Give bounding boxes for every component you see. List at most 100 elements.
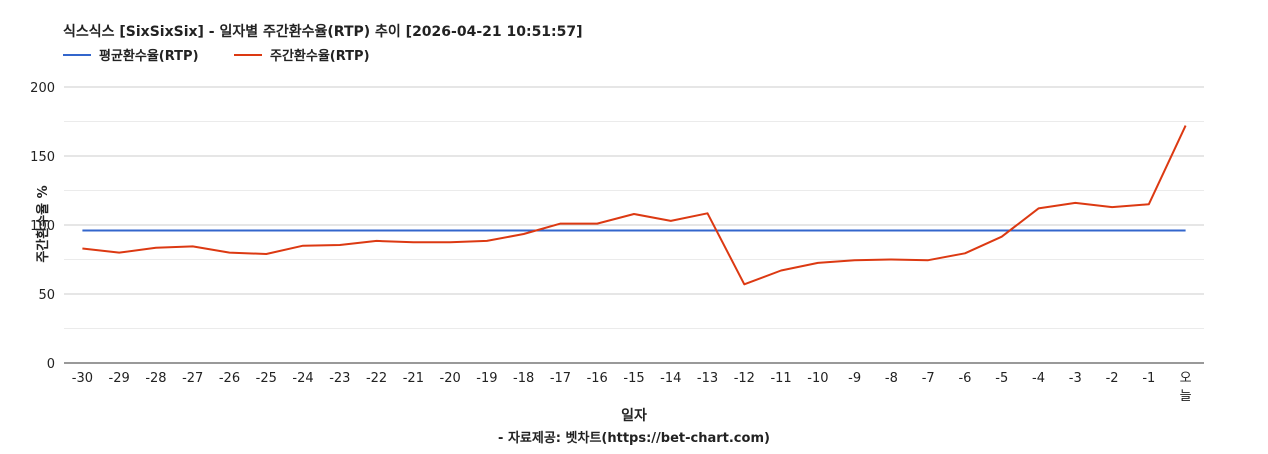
data-point-weekly[interactable] (337, 242, 343, 248)
x-tick-label: -8 (885, 371, 898, 386)
data-point-weekly[interactable] (521, 231, 527, 237)
data-point-weekly[interactable] (925, 257, 931, 263)
data-point-weekly[interactable] (1109, 204, 1115, 210)
x-tick-label: -12 (734, 371, 755, 386)
data-point-average[interactable] (852, 228, 858, 234)
data-point-weekly[interactable] (410, 239, 416, 245)
y-axis-label: 주간환수율 % (35, 185, 51, 262)
data-point-average[interactable] (410, 228, 416, 234)
data-point-average[interactable] (1072, 228, 1078, 234)
data-point-weekly[interactable] (741, 281, 747, 287)
x-tick-label: -15 (623, 371, 644, 386)
data-point-weekly[interactable] (447, 239, 453, 245)
data-point-average[interactable] (447, 228, 453, 234)
data-point-weekly[interactable] (1146, 201, 1152, 207)
data-point-weekly[interactable] (999, 234, 1005, 240)
data-point-weekly[interactable] (374, 238, 380, 244)
data-point-weekly[interactable] (79, 245, 85, 251)
series-line-weekly[interactable] (82, 125, 1187, 286)
data-point-average[interactable] (741, 228, 747, 234)
data-point-average[interactable] (778, 228, 784, 234)
data-point-average[interactable] (594, 228, 600, 234)
x-tick-label: -3 (1069, 371, 1082, 386)
data-point-average[interactable] (815, 228, 821, 234)
x-tick-label: -19 (476, 371, 497, 386)
x-axis-ticks: -30 -29 -28 -27 -26 -25 -24 -23 -22 -21 -20 -19 -18 -… (72, 371, 1192, 404)
x-tick-label: -7 (922, 371, 935, 386)
data-point-average[interactable] (79, 228, 85, 234)
x-tick-label: -28 (145, 371, 166, 386)
data-point-average[interactable] (300, 228, 306, 234)
data-point-average[interactable] (1146, 228, 1152, 234)
chart-title: 식스식스 [SixSixSix] - 일자별 주간환수율(RTP) 추이 [20… (63, 23, 583, 40)
grid (64, 86, 1204, 364)
y-tick-label: 50 (38, 288, 55, 303)
data-point-weekly[interactable] (1036, 205, 1042, 211)
data-point-average[interactable] (557, 228, 563, 234)
data-point-weekly[interactable] (631, 211, 637, 217)
data-point-weekly[interactable] (778, 268, 784, 274)
data-point-weekly[interactable] (852, 257, 858, 263)
x-tick-label: -21 (403, 371, 424, 386)
data-point-weekly[interactable] (888, 257, 894, 263)
data-point-average[interactable] (263, 228, 269, 234)
data-point-weekly[interactable] (190, 243, 196, 249)
x-tick-label: -10 (807, 371, 828, 386)
legend-item-weekly[interactable]: 주간환수율(RTP) (234, 48, 370, 64)
x-tick-label: -2 (1106, 371, 1119, 386)
data-point-weekly[interactable] (153, 245, 159, 251)
data-point-average[interactable] (1183, 228, 1189, 234)
data-point-average[interactable] (631, 228, 637, 234)
data-point-average[interactable] (668, 228, 674, 234)
x-tick-label: -22 (366, 371, 387, 386)
data-point-weekly[interactable] (116, 250, 122, 256)
data-point-average[interactable] (925, 228, 931, 234)
x-tick-label: -18 (513, 371, 534, 386)
data-point-average[interactable] (153, 228, 159, 234)
data-point-average[interactable] (962, 228, 968, 234)
data-point-weekly[interactable] (226, 250, 232, 256)
series-layer (79, 123, 1189, 287)
data-point-average[interactable] (190, 228, 196, 234)
data-point-weekly[interactable] (668, 218, 674, 224)
y-tick-label: 0 (47, 357, 55, 372)
y-tick-label: 150 (30, 150, 55, 165)
x-tick-label: -16 (587, 371, 608, 386)
data-point-weekly[interactable] (815, 260, 821, 266)
data-point-average[interactable] (226, 228, 232, 234)
data-point-average[interactable] (374, 228, 380, 234)
data-point-average[interactable] (705, 228, 711, 234)
data-point-average[interactable] (484, 228, 490, 234)
data-point-weekly[interactable] (484, 238, 490, 244)
x-tick-label: -5 (995, 371, 1008, 386)
data-point-average[interactable] (116, 228, 122, 234)
data-point-average[interactable] (1036, 228, 1042, 234)
x-tick-label: -13 (697, 371, 718, 386)
data-point-average[interactable] (999, 228, 1005, 234)
x-tick-label: -6 (958, 371, 971, 386)
x-tick-label: -26 (219, 371, 240, 386)
y-tick-label: 200 (30, 81, 55, 96)
data-point-weekly[interactable] (1183, 123, 1189, 129)
x-tick-label: -27 (182, 371, 203, 386)
data-point-weekly[interactable] (300, 243, 306, 249)
data-point-average[interactable] (1109, 228, 1115, 234)
data-point-weekly[interactable] (962, 250, 968, 256)
data-point-weekly[interactable] (263, 251, 269, 257)
x-tick-label: -29 (109, 371, 130, 386)
data-point-weekly[interactable] (557, 221, 563, 227)
data-point-weekly[interactable] (1072, 200, 1078, 206)
x-axis-label: 일자 (621, 408, 647, 424)
data-point-average[interactable] (337, 228, 343, 234)
x-tick-label: -9 (848, 371, 861, 386)
legend-label-weekly: 주간환수율(RTP) (270, 48, 370, 64)
data-point-weekly[interactable] (594, 221, 600, 227)
x-tick-label: -20 (440, 371, 461, 386)
x-tick-label: -1 (1142, 371, 1155, 386)
legend-item-average[interactable]: 평균환수율(RTP) (63, 48, 199, 64)
data-point-weekly[interactable] (705, 210, 711, 216)
data-point-average[interactable] (888, 228, 894, 234)
